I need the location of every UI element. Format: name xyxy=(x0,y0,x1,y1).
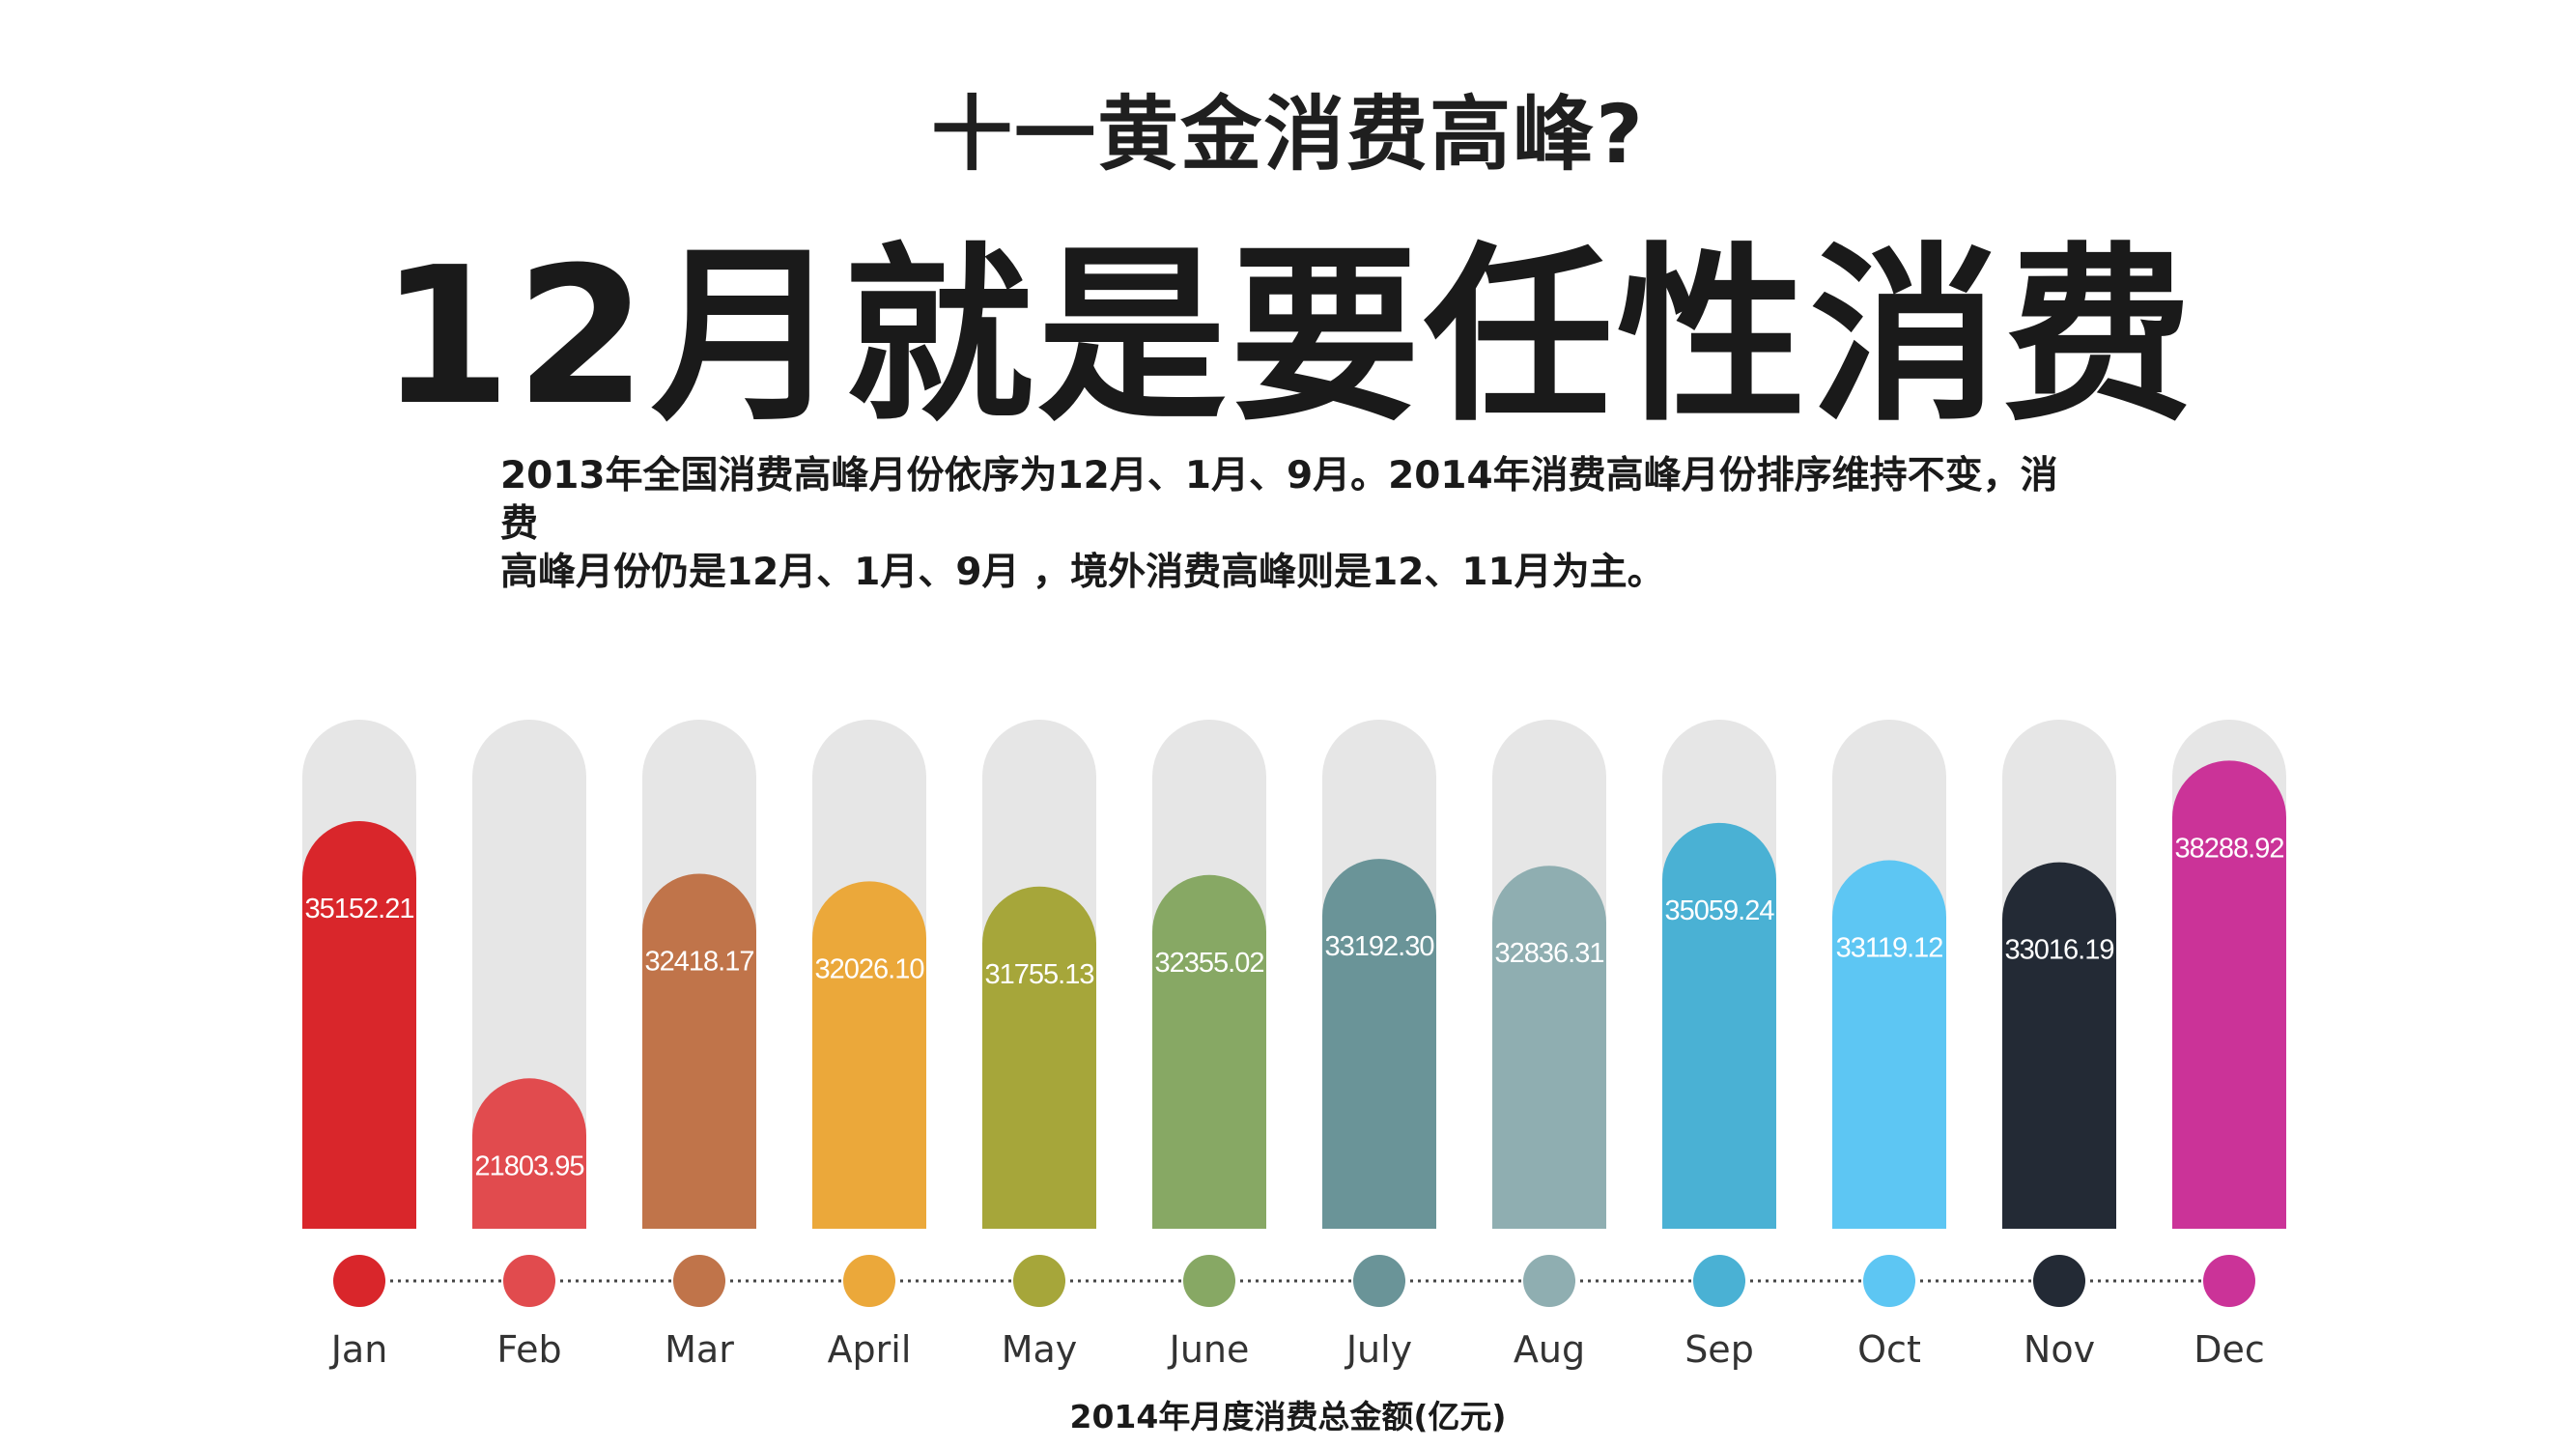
bar-june xyxy=(1152,874,1266,1229)
timeline-dot-july xyxy=(1353,1255,1405,1307)
category-label-july: July xyxy=(1345,1328,1412,1371)
timeline-dot-june xyxy=(1183,1255,1235,1307)
timeline-dot-jan xyxy=(333,1255,385,1307)
timeline-dot-aug xyxy=(1523,1255,1575,1307)
data-label-oct: 33119.12 xyxy=(1836,933,1943,964)
category-label-dec: Dec xyxy=(2194,1328,2265,1371)
data-label-sep: 35059.24 xyxy=(1665,895,1775,926)
bar-sep xyxy=(1662,822,1776,1229)
chart-subtitle: 十一黄金消费高峰? xyxy=(931,87,1645,182)
bar-aug xyxy=(1492,866,1606,1229)
bar-oct xyxy=(1832,860,1946,1229)
data-label-may: 31755.13 xyxy=(985,959,1094,990)
category-label-feb: Feb xyxy=(496,1328,561,1371)
category-label-jan: Jan xyxy=(329,1328,388,1371)
category-label-april: April xyxy=(828,1328,912,1371)
data-label-aug: 32836.31 xyxy=(1495,938,1604,969)
timeline-dot-feb xyxy=(503,1255,555,1307)
bar-july xyxy=(1322,859,1436,1229)
category-label-may: May xyxy=(1002,1328,1078,1371)
data-label-june: 32355.02 xyxy=(1155,948,1264,979)
data-label-feb: 21803.95 xyxy=(475,1151,584,1181)
page-title: 12月就是要任性消费 xyxy=(380,227,2196,447)
bar-mar xyxy=(642,873,756,1229)
bar-may xyxy=(982,886,1096,1229)
category-label-oct: Oct xyxy=(1857,1328,1921,1371)
chart-caption: 2014年月度消费总金额(亿元) xyxy=(1069,1398,1507,1435)
description: 2013年全国消费高峰月份依序为12月、1月、9月。2014年消费高峰月份排序维… xyxy=(500,452,2084,597)
bar-nov xyxy=(2002,862,2116,1229)
bar-april xyxy=(812,881,926,1229)
data-label-april: 32026.10 xyxy=(815,953,924,984)
data-label-nov: 33016.19 xyxy=(2005,935,2114,966)
timeline-dot-oct xyxy=(1863,1255,1915,1307)
category-label-aug: Aug xyxy=(1514,1328,1585,1371)
category-label-sep: Sep xyxy=(1684,1328,1754,1371)
data-label-dec: 38288.92 xyxy=(2175,833,2284,864)
data-label-jan: 35152.21 xyxy=(305,894,414,924)
bar-jan xyxy=(302,821,416,1229)
description-line-1: 2013年全国消费高峰月份依序为12月、1月、9月。2014年消费高峰月份排序维… xyxy=(500,454,2058,546)
category-label-mar: Mar xyxy=(665,1328,734,1371)
category-label-june: June xyxy=(1168,1328,1250,1371)
bar-feb xyxy=(472,1078,586,1229)
description-line-2: 高峰月份仍是12月、1月、9月 ，境外消费高峰则是12、11月为主。 xyxy=(500,551,1665,594)
data-label-july: 33192.30 xyxy=(1325,931,1434,962)
data-label-mar: 32418.17 xyxy=(645,947,754,978)
timeline-dot-sep xyxy=(1693,1255,1745,1307)
timeline-dot-may xyxy=(1013,1255,1065,1307)
timeline-dot-april xyxy=(843,1255,895,1307)
bar-dec xyxy=(2172,760,2286,1229)
timeline-dot-nov xyxy=(2033,1255,2085,1307)
category-label-nov: Nov xyxy=(2024,1328,2095,1371)
timeline-dot-dec xyxy=(2203,1255,2255,1307)
timeline-dot-mar xyxy=(673,1255,725,1307)
